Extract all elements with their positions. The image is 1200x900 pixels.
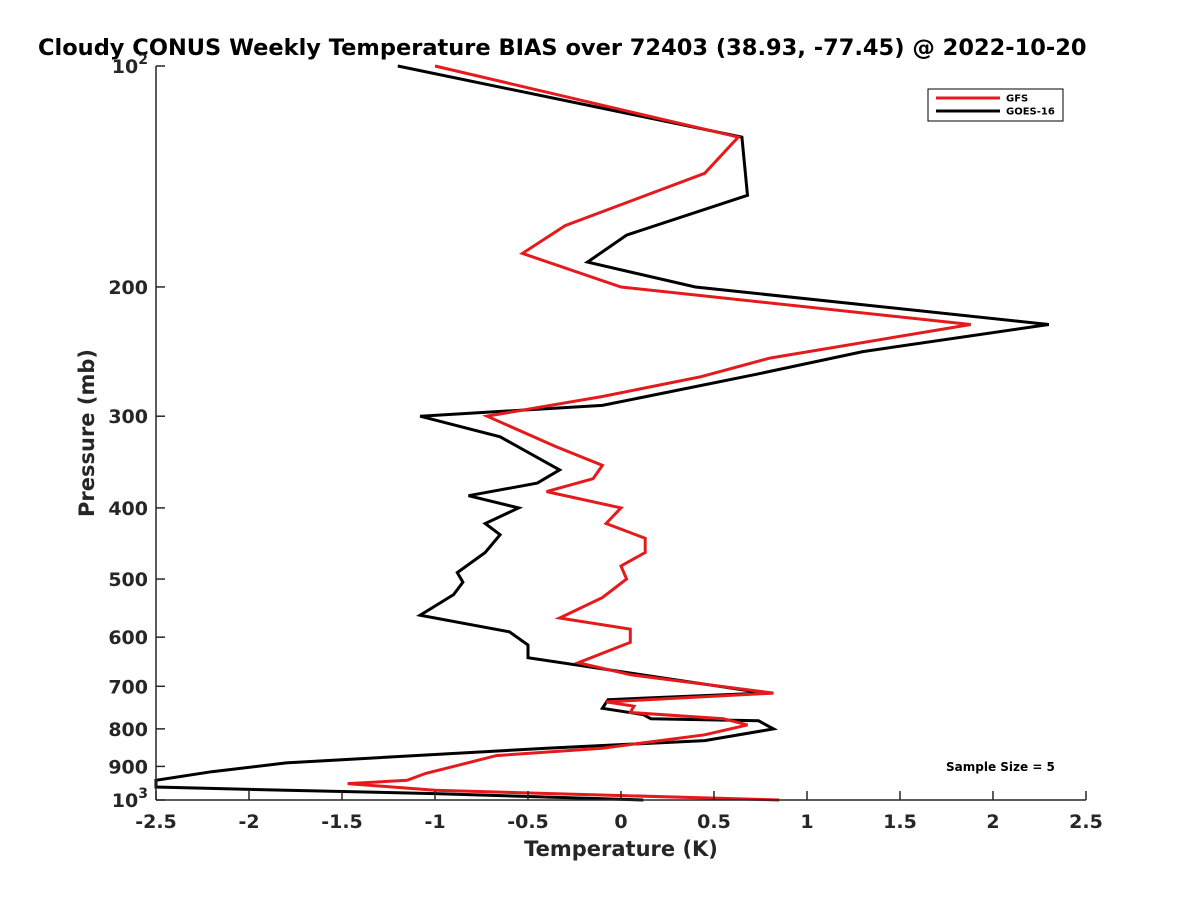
legend-label-goes-16: GOES-16 xyxy=(1006,107,1055,118)
y-tick-exponent: 3 xyxy=(138,786,148,802)
y-tick-base: 10 xyxy=(112,790,138,812)
legend-entries: GFS GOES-16 xyxy=(936,94,1055,118)
x-tick-label: -2 xyxy=(238,811,259,833)
y-tick-label: 500 xyxy=(108,569,148,591)
x-tick-label: 2.5 xyxy=(1069,811,1103,833)
y-axis-label: Pressure (mb) xyxy=(75,349,99,517)
series-layer xyxy=(154,64,1050,802)
legend-label-gfs: GFS xyxy=(1006,94,1028,105)
x-tick-label: -2.5 xyxy=(135,811,177,833)
chart-title: Cloudy CONUS Weekly Temperature BIAS ove… xyxy=(38,35,1087,61)
x-tick-label: 0 xyxy=(614,811,627,833)
y-tick-base: 10 xyxy=(112,56,138,78)
x-ticks: -2.5 -2 -1.5 -1 -0.5 0 0.5 1 1.5 2 2.5 xyxy=(135,791,1103,833)
y-tick-label: 102 xyxy=(112,52,148,78)
x-tick-label: 1 xyxy=(800,811,813,833)
y-tick-label: 900 xyxy=(108,756,148,778)
y-tick-exponent: 2 xyxy=(138,52,148,68)
y-tick-label: 200 xyxy=(108,277,148,299)
x-tick-label: -0.5 xyxy=(507,811,549,833)
axes-layer xyxy=(155,66,1086,801)
y-tick-label: 400 xyxy=(108,498,148,520)
series-line-gfs xyxy=(347,64,971,802)
y-tick-label: 103 xyxy=(112,786,148,812)
sample-size-annotation: Sample Size = 5 xyxy=(946,760,1055,774)
legend: GFS GOES-16 xyxy=(927,88,1064,122)
y-tick-label: 800 xyxy=(108,719,148,741)
x-tick-label: 1.5 xyxy=(883,811,917,833)
x-tick-label: 0.5 xyxy=(697,811,731,833)
x-axis-label: Temperature (K) xyxy=(524,837,718,861)
y-tick-label: 700 xyxy=(108,676,148,698)
series-line-goes-16 xyxy=(154,64,1050,802)
x-tick-label: 2 xyxy=(986,811,999,833)
legend-box xyxy=(927,88,1064,122)
y-tick-label: 600 xyxy=(108,627,148,649)
x-tick-label: -1 xyxy=(424,811,445,833)
x-tick-label: -1.5 xyxy=(321,811,363,833)
y-tick-label: 300 xyxy=(108,406,148,428)
